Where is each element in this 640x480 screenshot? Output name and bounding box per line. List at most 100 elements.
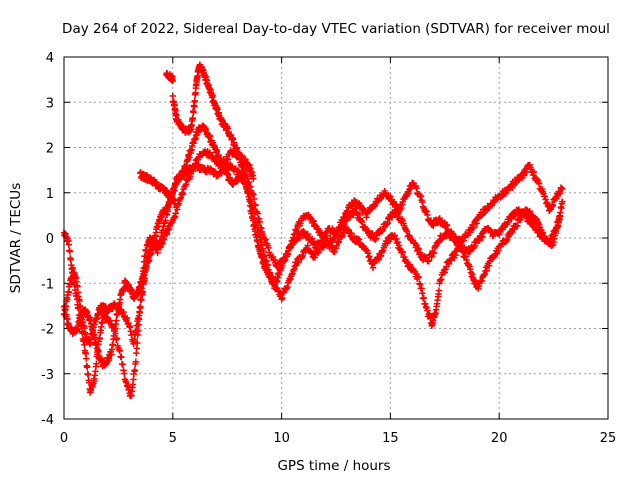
x-tick-label: 25 [600, 431, 617, 446]
y-tick-label: 4 [46, 51, 54, 66]
data-point-marker [123, 314, 131, 322]
data-point-marker [224, 156, 232, 163]
data-point-marker [145, 257, 153, 264]
data-point-marker [109, 341, 117, 348]
data-point-marker [435, 287, 443, 294]
plot-frame [63, 56, 609, 420]
series-trace-f [169, 61, 257, 182]
data-point-marker [424, 307, 431, 314]
data-point-marker [121, 370, 128, 377]
data-point-marker [93, 360, 100, 367]
chart-title: Day 264 of 2022, Sidereal Day-to-day VTE… [62, 21, 610, 37]
x-axis-label: GPS time / hours [277, 458, 390, 474]
data-point-marker [108, 351, 115, 358]
data-point-marker [163, 231, 171, 238]
data-point-marker [505, 218, 512, 226]
data-point-marker [133, 345, 140, 352]
data-point-marker [65, 241, 73, 248]
data-point-marker [369, 264, 377, 271]
data-point-marker [95, 348, 102, 355]
data-point-marker [160, 236, 168, 243]
y-tick-label: 1 [46, 187, 54, 202]
data-point-marker [191, 97, 199, 105]
data-point-marker [119, 361, 126, 368]
data-point-marker [131, 367, 139, 374]
x-tick-label: 15 [382, 431, 399, 446]
y-tick-label: 2 [46, 142, 54, 157]
x-tick-label: 10 [273, 431, 290, 446]
data-point-marker [254, 210, 261, 217]
data-point-marker [242, 180, 250, 187]
data-point-marker [74, 283, 81, 290]
data-point-marker [415, 273, 422, 281]
data-point-marker [114, 310, 121, 317]
data-point-marker [159, 240, 166, 247]
data-point-marker [169, 92, 176, 100]
data-point-marker [284, 250, 292, 258]
data-point-marker [135, 290, 142, 297]
data-point-marker [81, 341, 88, 349]
data-point-marker [66, 248, 74, 255]
y-tick-label: 0 [46, 232, 54, 247]
data-point-marker [549, 202, 557, 209]
data-point-marker [262, 236, 269, 243]
x-tick-label: 0 [60, 431, 68, 446]
data-point-marker [137, 303, 144, 310]
x-tick-label: 20 [491, 431, 508, 446]
data-point-marker [116, 347, 124, 355]
data-point-marker [557, 209, 564, 216]
data-point-marker [530, 168, 538, 176]
data-point-marker [118, 354, 125, 361]
data-point-marker [282, 256, 289, 264]
y-tick-label: -4 [41, 413, 54, 428]
series-trace-e [163, 70, 176, 85]
data-point-marker [556, 190, 564, 197]
data-point-marker [279, 262, 286, 270]
y-tick-label: -1 [41, 277, 54, 292]
data-point-marker [554, 223, 562, 230]
tick-labels: 0 5 10 15 20 25 -4 -3 -2 -1 0 1 2 3 4 [41, 51, 616, 446]
data-point-marker [130, 376, 137, 383]
data-point-marker [149, 244, 156, 252]
data-point-marker [162, 217, 169, 224]
data-point-marker [172, 210, 179, 217]
data-point-marker [169, 77, 176, 85]
data-point-marker [189, 114, 196, 122]
y-tick-label: -3 [41, 368, 54, 383]
data-point-marker [171, 197, 179, 204]
data-point-marker [279, 294, 286, 302]
data-point-marker [96, 335, 103, 342]
data-point-marker [559, 185, 566, 193]
data-series [60, 61, 566, 400]
data-point-marker [62, 306, 69, 313]
data-point-marker [520, 172, 528, 179]
data-point-marker [67, 256, 74, 263]
data-point-marker [249, 217, 257, 224]
data-point-marker [240, 174, 248, 181]
data-point-marker [132, 358, 140, 365]
data-point-marker [429, 222, 437, 229]
data-point-marker [256, 218, 264, 226]
y-axis-label: SDTVAR / TECUs [8, 183, 24, 293]
data-point-marker [415, 245, 422, 253]
data-point-marker [247, 165, 254, 172]
series-trace-d [136, 169, 179, 207]
series-trace-c [60, 122, 566, 370]
data-point-marker [514, 222, 521, 230]
data-point-marker [559, 198, 566, 205]
data-point-marker [428, 253, 435, 261]
data-point-marker [190, 109, 197, 116]
data-point-marker [84, 371, 92, 378]
data-point-marker [113, 317, 120, 324]
data-point-marker [420, 294, 427, 302]
data-point-marker [213, 147, 221, 155]
data-point-marker [248, 208, 255, 215]
data-point-marker [394, 238, 401, 246]
data-point-marker [138, 296, 145, 304]
data-point-marker [91, 377, 98, 385]
data-point-marker [84, 364, 91, 371]
data-point-marker [180, 168, 188, 176]
data-point-marker [83, 355, 90, 362]
data-point-marker [250, 175, 257, 182]
